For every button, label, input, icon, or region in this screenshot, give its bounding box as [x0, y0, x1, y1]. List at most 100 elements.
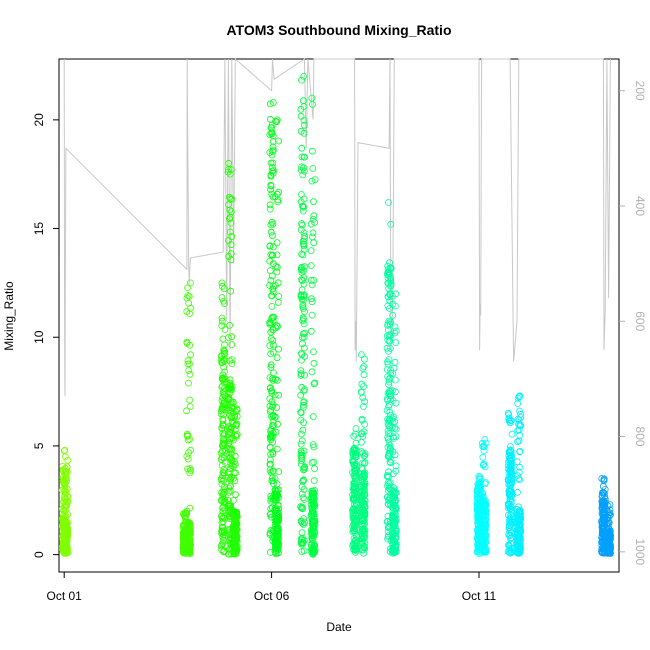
data-point	[478, 439, 486, 447]
data-point	[386, 344, 394, 352]
data-point	[516, 431, 524, 439]
data-point	[227, 219, 235, 227]
data-point	[605, 519, 612, 527]
data-point	[507, 448, 515, 456]
series-7	[473, 435, 490, 557]
data-point	[357, 388, 365, 396]
data-point	[218, 397, 226, 405]
data-point	[186, 550, 194, 557]
data-point	[385, 356, 393, 363]
data-point	[62, 453, 69, 461]
data-point	[220, 465, 228, 473]
data-point	[310, 198, 317, 206]
data-point	[308, 233, 316, 241]
data-point	[385, 403, 392, 411]
data-point	[386, 408, 394, 416]
data-point	[297, 370, 305, 378]
data-point	[186, 370, 194, 378]
data-point	[517, 413, 525, 421]
data-point	[219, 421, 227, 429]
data-point	[62, 521, 70, 529]
data-point	[231, 513, 239, 521]
data-point	[233, 512, 241, 520]
data-point	[604, 549, 611, 557]
data-point	[514, 472, 521, 480]
data-point	[228, 418, 236, 426]
data-point	[186, 403, 194, 411]
data-point	[230, 458, 238, 466]
data-point	[229, 496, 237, 504]
data-point	[218, 317, 226, 325]
data-point	[307, 262, 315, 270]
data-point	[299, 207, 307, 215]
y2-tick-label: 600	[633, 311, 647, 331]
data-point	[228, 461, 236, 469]
data-point	[391, 388, 399, 396]
data-point	[181, 513, 189, 521]
data-point	[350, 513, 358, 521]
data-point	[515, 468, 523, 476]
data-point	[299, 330, 307, 338]
data-point	[64, 499, 71, 506]
data-point	[515, 522, 522, 530]
data-point	[603, 506, 611, 514]
data-point	[384, 274, 392, 282]
y2-tick-label: 400	[633, 196, 647, 216]
data-point	[508, 491, 516, 499]
data-point	[273, 263, 281, 271]
data-point	[226, 435, 234, 443]
data-point	[187, 351, 194, 359]
data-point	[508, 430, 516, 438]
data-point	[275, 345, 282, 353]
data-point	[391, 358, 399, 366]
data-point	[266, 384, 274, 392]
data-point	[308, 298, 316, 306]
data-point	[516, 476, 524, 484]
data-point	[224, 166, 232, 174]
data-point	[603, 547, 610, 555]
data-point	[605, 547, 613, 555]
data-point	[388, 423, 396, 431]
data-point	[268, 232, 276, 240]
data-point	[183, 407, 191, 415]
data-point	[219, 469, 227, 477]
data-point	[275, 510, 282, 518]
data-point	[309, 229, 317, 237]
data-point	[220, 363, 228, 371]
data-point	[230, 403, 238, 411]
data-point	[226, 487, 234, 495]
data-point	[514, 400, 522, 407]
data-point	[506, 547, 514, 554]
data-point	[352, 549, 359, 556]
data-point	[272, 529, 280, 537]
data-point	[297, 408, 305, 416]
data-point	[385, 305, 393, 312]
data-point	[63, 501, 71, 509]
series-3	[266, 99, 283, 558]
data-point	[185, 542, 193, 549]
data-point	[309, 413, 317, 421]
data-point	[184, 522, 192, 530]
data-point	[62, 467, 70, 475]
series-4	[297, 73, 319, 558]
data-point	[506, 456, 514, 464]
data-point	[310, 494, 318, 502]
data-point	[232, 469, 240, 477]
data-point	[268, 130, 276, 138]
data-point	[389, 448, 397, 456]
data-point	[606, 512, 614, 519]
data-point	[392, 433, 400, 441]
data-point	[360, 526, 368, 533]
data-point	[272, 375, 279, 383]
y-tick-label: 0	[32, 551, 46, 558]
data-point	[392, 425, 400, 433]
data-point	[218, 424, 226, 432]
data-point	[300, 203, 308, 211]
data-point	[310, 548, 318, 556]
data-point	[351, 465, 359, 473]
data-point	[598, 498, 606, 505]
data-point	[185, 367, 193, 374]
data-point	[392, 327, 400, 335]
data-point	[308, 147, 316, 155]
data-point	[228, 341, 236, 349]
